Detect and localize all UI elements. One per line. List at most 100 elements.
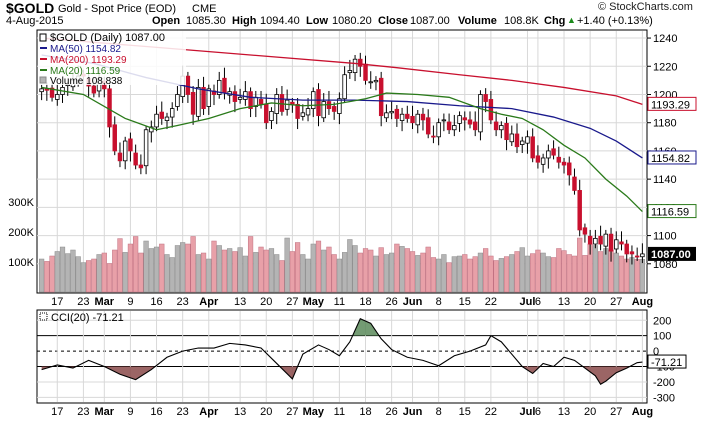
volume-bar (530, 253, 536, 293)
candle-body (504, 123, 509, 141)
x-tick-label: Jul (520, 296, 536, 308)
x-tick-label: Jun (403, 406, 423, 418)
volume-bar (331, 254, 337, 293)
candle-body (358, 58, 363, 67)
ma-tag-value: 1116.59 (651, 207, 689, 219)
volume-bar (498, 258, 504, 293)
candle-body (169, 108, 175, 118)
volume-bar (294, 242, 301, 293)
candle-body (546, 150, 551, 159)
volume-bar (613, 252, 619, 293)
volume-bar (253, 252, 259, 293)
volume-tick-label: 300K (8, 197, 34, 209)
volume-bar (488, 255, 494, 293)
volume-bar (603, 248, 609, 293)
candle-body (128, 138, 133, 152)
volume-bar (430, 257, 437, 293)
candle-body (201, 87, 206, 109)
candle-body (415, 113, 420, 126)
x-tick-label: 20 (260, 406, 272, 418)
volume-bar (96, 254, 102, 293)
candle-body (556, 156, 562, 163)
volume-bar (221, 249, 228, 293)
volume-bar (566, 254, 572, 293)
x-tick-label: Apr (199, 296, 219, 308)
x-tick-label: 18 (359, 296, 371, 308)
x-tick-label: 20 (260, 296, 272, 308)
legend-item: MA(200) 1193.29 (50, 55, 127, 66)
volume-bar (148, 248, 154, 293)
volume-bar (383, 254, 390, 293)
cci-tick-label: -200 (653, 377, 675, 389)
volume-bar (477, 252, 484, 293)
candle-body (196, 87, 201, 117)
volume-bar (561, 250, 567, 293)
ma-tag-value: 1193.29 (651, 99, 690, 111)
close-value: 1087.00 (410, 15, 450, 27)
volume-bar (59, 246, 66, 293)
chg-label: Chg (544, 15, 566, 27)
candle-body (164, 116, 170, 121)
volume-bar (399, 246, 405, 293)
legend-volume: Volume 108,838 (50, 76, 123, 87)
candle-body (342, 74, 347, 100)
cci-legend-label: CCI(20) -71.21 (51, 312, 124, 324)
volume-bar (305, 258, 311, 293)
x-tick-label: May (303, 406, 325, 418)
low-label: Low (306, 15, 328, 27)
volume-bar (409, 251, 416, 293)
candle-body (441, 119, 447, 122)
x-tick-label: 13 (234, 296, 246, 308)
candle-body (530, 136, 535, 159)
x-tick-label: 16 (150, 406, 162, 418)
x-tick-label: 11 (334, 296, 345, 308)
candle-body (190, 91, 196, 115)
candle-body (603, 233, 609, 247)
legend-candle-icon (39, 33, 47, 42)
candle-body (525, 136, 530, 144)
candle-body (337, 98, 342, 114)
volume-bar (342, 252, 348, 293)
x-tick-label: 13 (234, 406, 246, 418)
x-tick-label: 26 (386, 296, 398, 308)
volume-bar (44, 261, 50, 293)
x-tick-label: Apr (199, 406, 219, 418)
volume-bar (49, 255, 55, 293)
candle-body (520, 140, 525, 145)
volume-bar (80, 262, 87, 293)
volume-bar (550, 257, 557, 293)
volume-bar (242, 255, 248, 293)
candle-body (540, 157, 546, 165)
x-tick-label: 27 (286, 296, 298, 308)
volume-bar (493, 260, 499, 293)
candle-body (425, 117, 431, 135)
volume-bar (138, 252, 144, 293)
candle-body (143, 129, 149, 167)
volume-bar (535, 249, 541, 293)
ma-value-tags: 1154.82 1193.29 1116.59 1087.00 (647, 96, 697, 261)
candle-body (138, 164, 144, 169)
volume-bar (232, 251, 238, 293)
candle-body (624, 243, 629, 255)
x-tick-label: 23 (77, 406, 89, 418)
volume-bar (206, 258, 212, 293)
volume-bar (315, 240, 322, 293)
volume-bar (169, 257, 175, 293)
candle-body (593, 237, 598, 245)
high-value: 1094.40 (260, 15, 300, 27)
volume-bar (310, 243, 316, 293)
open-label: Open (152, 15, 181, 27)
volume-bar (258, 246, 264, 293)
volume-bar (274, 254, 280, 293)
high-label: High (232, 15, 257, 27)
x-tick-label: 23 (77, 296, 89, 308)
x-tick-label: Mar (95, 296, 115, 308)
cci-tick-label: 200 (653, 315, 671, 327)
candle-body (567, 162, 572, 176)
candle-body (300, 112, 306, 117)
volume-bar (441, 254, 447, 293)
x-tick-label: 18 (359, 406, 371, 418)
x-tick-label: 15 (459, 296, 471, 308)
candle-body (499, 125, 504, 131)
